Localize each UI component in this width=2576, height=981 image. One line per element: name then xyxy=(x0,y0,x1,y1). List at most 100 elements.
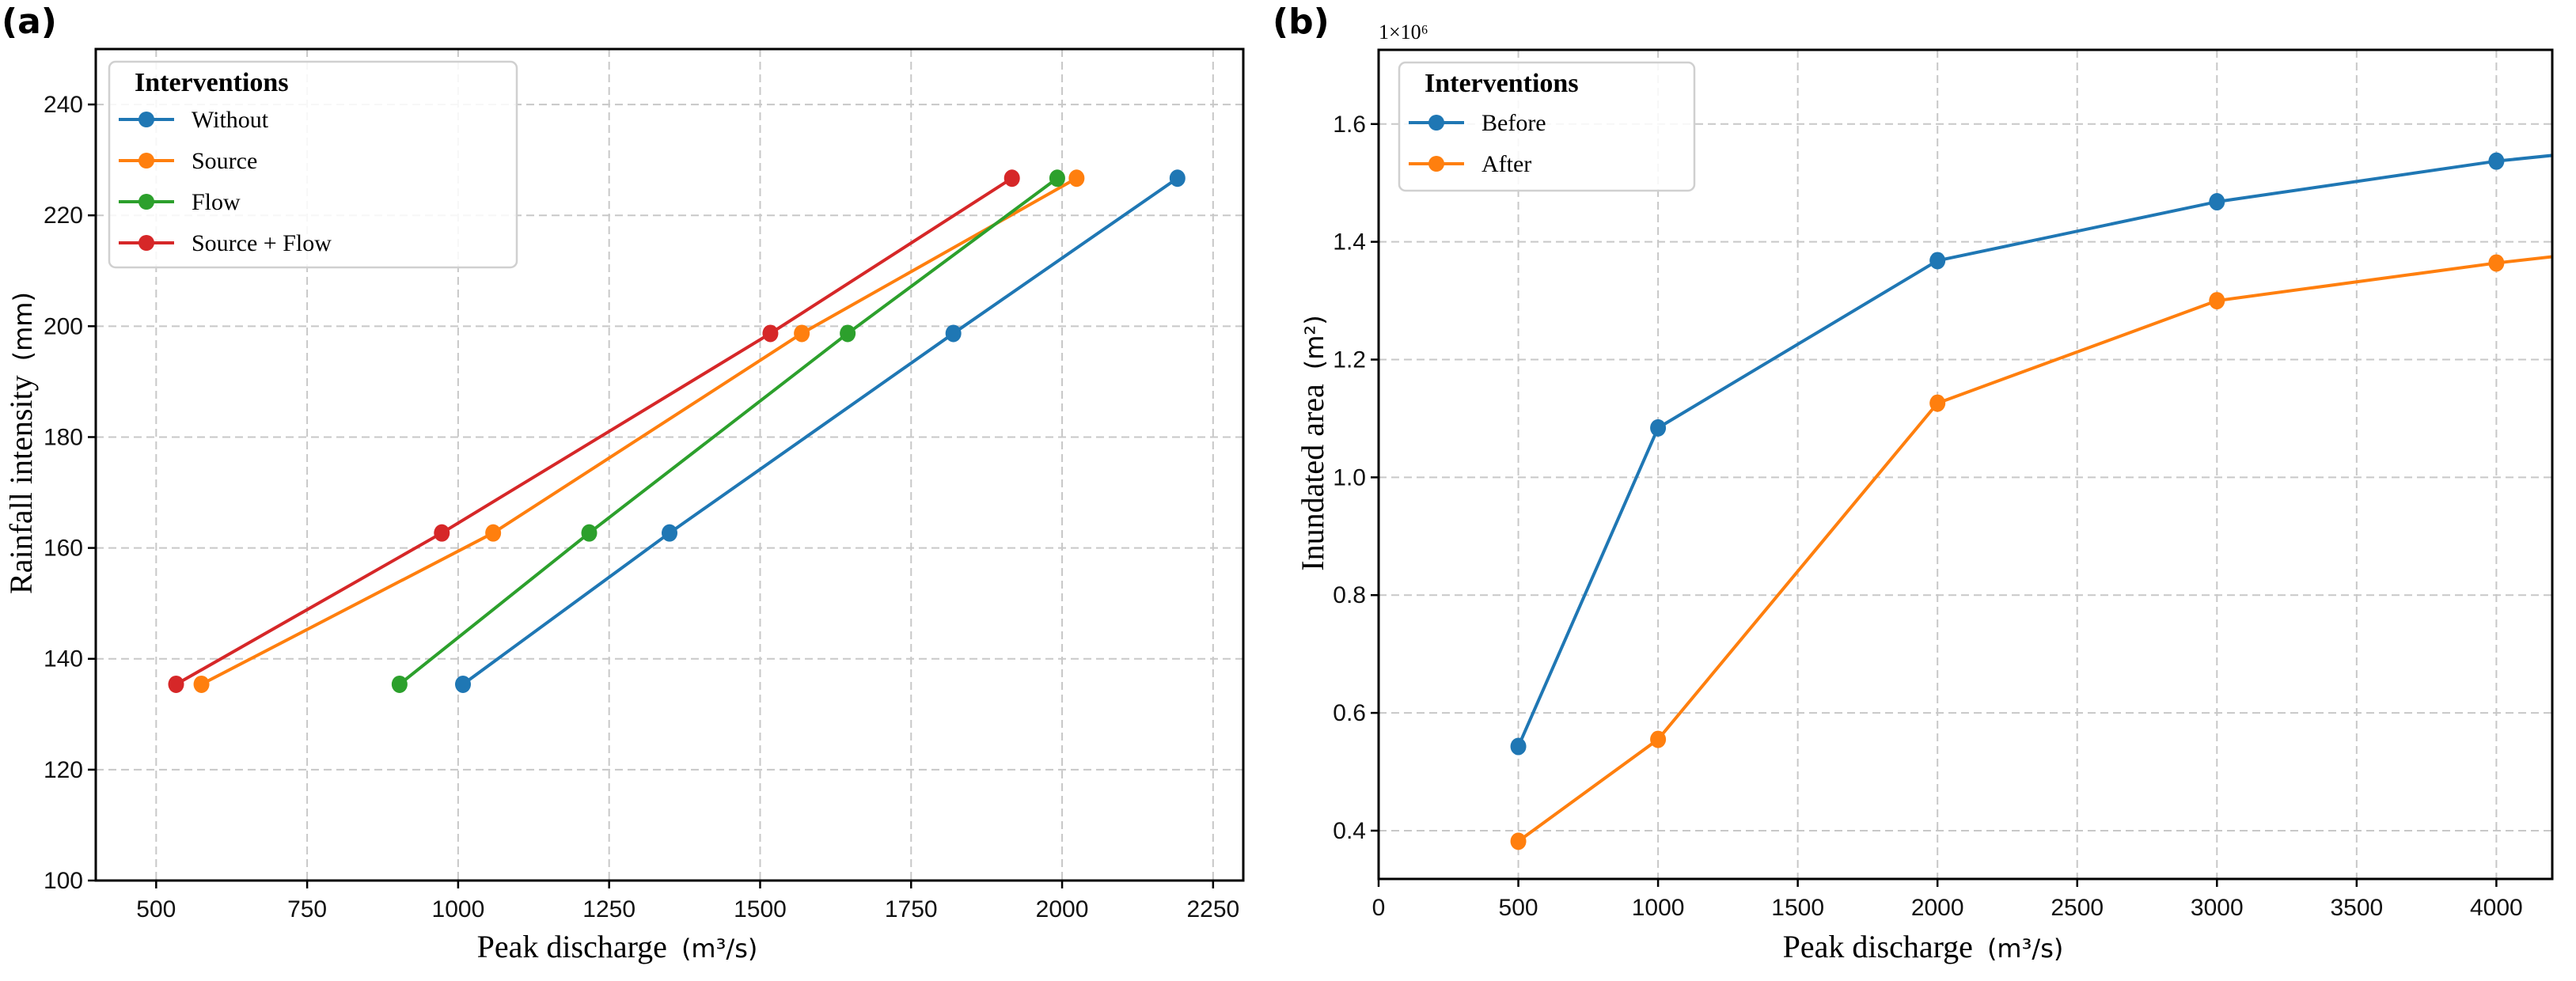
data-point-after xyxy=(1929,394,1946,412)
y-axis-title: Inundated area (m²) xyxy=(1295,315,1330,571)
y-tick-label: 1.0 xyxy=(1333,464,1366,490)
y-tick-label: 120 xyxy=(44,757,83,783)
data-point-source xyxy=(1068,169,1085,187)
data-point-source xyxy=(193,675,210,693)
x-axis-unit: (m³/s) xyxy=(681,934,757,964)
legend-item: Flow xyxy=(119,189,241,215)
data-point-before xyxy=(1650,419,1667,437)
x-axis-title: Peak discharge (m³/s) xyxy=(1783,929,2064,964)
y-axis-title-text: Rainfall intensity xyxy=(3,375,39,594)
legend-label: Flow xyxy=(192,189,241,215)
series-line-after xyxy=(1517,255,2552,843)
series-line-flow xyxy=(398,176,1059,686)
legend-title: Interventions xyxy=(135,68,289,97)
y-tick-label: 0.8 xyxy=(1333,582,1366,608)
series-line-without xyxy=(461,176,1178,686)
legend-label: Source xyxy=(192,148,257,174)
x-axis-unit: (m³/s) xyxy=(1987,934,2063,964)
x-axis-title-text: Peak discharge xyxy=(477,929,667,964)
legend-item: Source xyxy=(119,148,257,174)
y-tick-label: 100 xyxy=(44,868,83,894)
series-line-before xyxy=(1516,153,2552,748)
legend-marker-icon xyxy=(1428,115,1444,131)
data-point-after xyxy=(2488,254,2505,272)
legend-title: Interventions xyxy=(1425,69,1579,98)
legend-label: After xyxy=(1481,151,1531,177)
y-tick-label: 0.6 xyxy=(1333,700,1366,726)
x-tick-label: 500 xyxy=(1499,895,1538,921)
y-offset-label: 1×10⁶ xyxy=(1379,21,1428,44)
legend: Interventions Without Source Flow Source + F… xyxy=(108,60,518,269)
series-line-source xyxy=(200,176,1078,686)
data-point-before xyxy=(2209,193,2225,211)
x-axis-title-text: Peak discharge xyxy=(1783,929,1973,964)
x-tick-label: 2000 xyxy=(1036,896,1089,922)
x-tick-label: 1500 xyxy=(734,896,787,922)
data-point-source-flow xyxy=(1003,169,1020,187)
legend-label: Before xyxy=(1481,110,1546,136)
y-tick-label: 140 xyxy=(44,646,83,672)
data-point-source-flow xyxy=(762,324,779,343)
data-point-source-flow xyxy=(168,675,184,693)
chart-a: 500 750 1000 1250 1500 1750 2000 2250 100 120 140 1… xyxy=(3,47,1245,964)
legend-label: Source + Flow xyxy=(192,230,332,256)
data-point-flow xyxy=(581,524,598,542)
y-tick-label: 200 xyxy=(44,313,83,339)
x-tick-label: 1000 xyxy=(1632,895,1685,921)
plot-area xyxy=(1510,152,2552,850)
legend-item: Source + Flow xyxy=(119,230,332,256)
y-tick-label: 160 xyxy=(44,536,83,562)
y-tick-label: 240 xyxy=(44,92,83,118)
legend-marker-icon xyxy=(1428,156,1444,172)
legend-box xyxy=(1398,61,1696,192)
data-point-source xyxy=(485,524,502,542)
data-point-source xyxy=(794,324,810,343)
y-tick-label: 220 xyxy=(44,203,83,229)
data-point-flow xyxy=(1049,169,1065,187)
legend: Interventions Before After xyxy=(1398,61,1696,192)
chart-b: 0 500 1000 1500 2000 2500 3000 3500 4000 0.4 0.6 0.… xyxy=(1295,21,2554,964)
data-point-without xyxy=(1169,169,1186,187)
x-tick-label: 750 xyxy=(287,896,327,922)
data-point-after xyxy=(1510,832,1527,850)
axes-frame xyxy=(1377,48,2554,881)
panel-label-b: (b) xyxy=(1273,2,1330,42)
y-axis-title: Rainfall intensity (mm) xyxy=(3,292,39,594)
y-axis-unit: (m²) xyxy=(1299,315,1330,369)
y-tick-label: 1.4 xyxy=(1333,229,1366,256)
x-tick-label: 0 xyxy=(1372,895,1386,921)
legend-item: Without xyxy=(119,107,269,133)
data-point-without xyxy=(455,675,471,693)
data-point-after xyxy=(1650,730,1667,748)
x-tick-label: 500 xyxy=(136,896,176,922)
legend-box xyxy=(108,60,518,269)
x-tick-label: 1250 xyxy=(582,896,635,922)
legend-item: After xyxy=(1409,151,1531,177)
data-point-without xyxy=(945,324,962,343)
data-point-flow xyxy=(391,675,408,693)
axes-frame xyxy=(94,47,1245,882)
x-tick-label: 3500 xyxy=(2330,895,2383,921)
x-tick-label: 2000 xyxy=(1911,895,1964,921)
x-axis-title: Peak discharge (m³/s) xyxy=(477,929,758,964)
x-tick-label: 2250 xyxy=(1186,896,1239,922)
x-tick-label: 1500 xyxy=(1771,895,1824,921)
x-tick-label: 1000 xyxy=(432,896,485,922)
x-tick-label: 3000 xyxy=(2191,895,2244,921)
x-tick-label: 1750 xyxy=(885,896,938,922)
x-tick-label: 4000 xyxy=(2470,895,2523,921)
data-point-before xyxy=(2488,152,2505,170)
data-point-without xyxy=(662,524,677,542)
y-axis-title-text: Inundated area xyxy=(1295,384,1330,571)
legend-marker-icon xyxy=(138,194,154,210)
data-point-after xyxy=(2209,292,2225,310)
legend-item: Before xyxy=(1409,110,1546,136)
data-point-source-flow xyxy=(434,524,450,542)
legend-marker-icon xyxy=(138,112,154,127)
data-point-before xyxy=(1510,737,1527,756)
y-tick-label: 0.4 xyxy=(1333,818,1366,844)
legend-marker-icon xyxy=(138,153,154,169)
plot-area xyxy=(168,169,1186,693)
legend-marker-icon xyxy=(138,235,154,251)
y-tick-label: 1.6 xyxy=(1333,112,1366,138)
